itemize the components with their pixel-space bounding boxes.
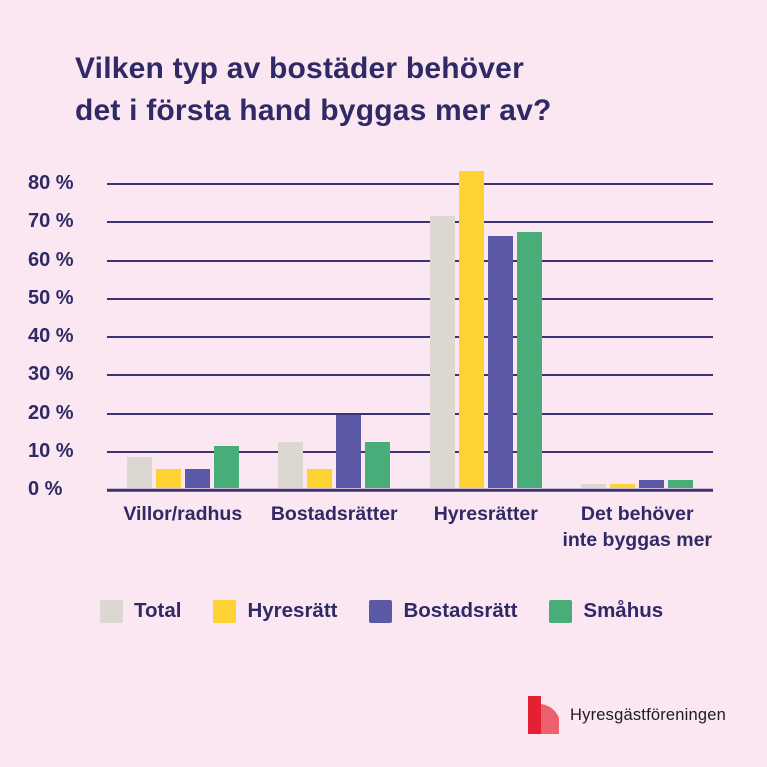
- y-tick-label-10: 10 %: [28, 439, 74, 462]
- bar-sm-hus: [365, 442, 391, 488]
- legend-label: Total: [134, 599, 182, 622]
- legend-item-hyresr-tt: Hyresrätt: [213, 599, 337, 623]
- bar-sm-hus: [213, 445, 239, 488]
- legend-swatch-icon: [549, 599, 573, 623]
- bar-total: [429, 216, 455, 488]
- x-axis-label-2: Bostadsrätter: [270, 503, 398, 525]
- legend-swatch-icon: [213, 599, 237, 623]
- legend-label: Hyresrätt: [247, 599, 338, 622]
- y-tick-label-0: 0 %: [28, 478, 63, 501]
- bar-hyresr-tt: [458, 170, 484, 488]
- bar-group-3: [429, 170, 542, 488]
- bar-sm-hus: [516, 231, 542, 488]
- bar-group-4: [581, 480, 694, 488]
- legend-swatch-icon: [369, 599, 393, 623]
- gridline-20: [107, 412, 713, 415]
- y-tick-label-70: 70 %: [28, 210, 74, 233]
- legend-item-total: Total: [100, 599, 181, 623]
- bar-bostadsr-tt: [336, 415, 362, 488]
- plot-area: Villor/radhus Bostadsrätter Hyresrätter Det…: [107, 170, 713, 551]
- legend-item-bostadsr-tt: Bostadsrätt: [369, 599, 517, 623]
- bar-bostadsr-tt: [487, 235, 513, 488]
- y-tick-label-50: 50 %: [28, 286, 74, 309]
- logo: Hyresgästföreningen: [528, 696, 726, 734]
- bar-group-2: [278, 415, 391, 488]
- logo-text: Hyresgästföreningen: [570, 705, 727, 724]
- legend-label: Småhus: [583, 599, 664, 622]
- y-tick-label-60: 60 %: [28, 248, 74, 271]
- bar-hyresr-tt: [155, 468, 181, 488]
- chart-title-line-2: det i första hand byggas mer av?: [75, 94, 552, 127]
- hyresgastforeningen-h-icon: [528, 696, 559, 734]
- gridline-40: [107, 336, 713, 338]
- y-tick-label-80: 80 %: [28, 172, 74, 195]
- legend-item-sm-hus: Småhus: [549, 599, 663, 623]
- gridline-0: [107, 488, 713, 492]
- bar-bostadsr-tt: [184, 468, 210, 488]
- legend-label: Bostadsrätt: [403, 599, 518, 622]
- bar-total: [278, 442, 304, 488]
- bar-bostadsr-tt: [639, 480, 665, 488]
- gridline-30: [107, 374, 713, 377]
- bar-hyresr-tt: [610, 484, 636, 488]
- gridline-80: [107, 183, 713, 185]
- gridline-70: [107, 221, 713, 224]
- gridline-10: [107, 450, 713, 453]
- chart-title: Vilken typ av bostäder behöver det i för…: [75, 48, 552, 132]
- bar-sm-hus: [668, 480, 694, 488]
- y-tick-label-20: 20 %: [28, 401, 74, 424]
- y-tick-label-30: 30 %: [28, 363, 74, 386]
- gridline-50: [107, 297, 713, 300]
- x-axis-label-4: Det behöver inte byggas mer: [562, 503, 713, 551]
- legend: Total Hyresrätt Bostadsrätt Småhus: [100, 599, 663, 623]
- gridline-60: [107, 259, 713, 262]
- legend-swatch-icon: [100, 599, 123, 623]
- bar-total: [581, 484, 607, 488]
- bar-group-1: [126, 445, 239, 488]
- bar-hyresr-tt: [307, 468, 333, 488]
- x-axis-label-1: Villor/radhus: [123, 503, 243, 525]
- bar-total: [126, 457, 152, 488]
- y-tick-label-40: 40 %: [28, 325, 74, 348]
- x-axis-label-3: Hyresrätter: [433, 503, 538, 525]
- chart-title-line-1: Vilken typ av bostäder behöver: [75, 52, 524, 85]
